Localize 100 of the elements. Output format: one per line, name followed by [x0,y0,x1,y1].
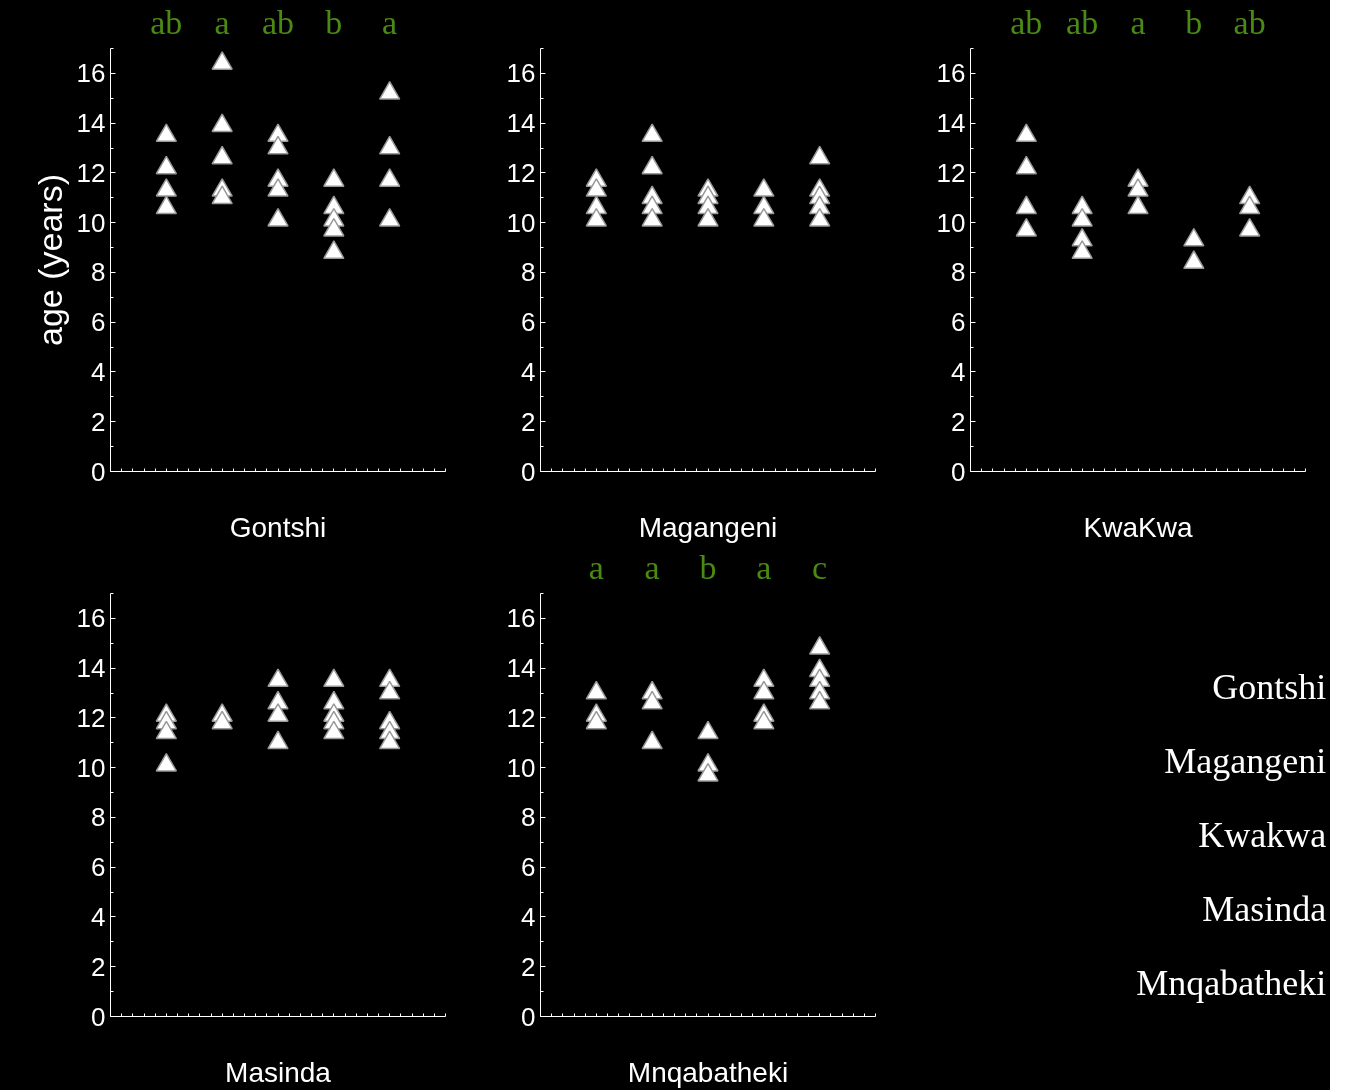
y-tick-label: 0 [521,1001,536,1032]
point [155,752,178,772]
text: a [756,548,772,586]
point [211,710,233,730]
y-tick-label: 10 [76,207,106,238]
point [155,720,178,740]
y-tick-label: 2 [91,406,106,437]
text: ab [261,3,295,41]
point [641,730,663,750]
text: b [325,3,343,41]
y-tick-label: 14 [506,108,536,139]
point [155,178,178,197]
y-tick-label: 8 [91,257,106,288]
text: ab [150,3,183,41]
point [808,145,831,165]
point [323,720,345,740]
x-axis-title: Gontshi [229,511,327,543]
y-tick-label: 14 [76,108,106,139]
y-tick-label: 10 [76,752,106,783]
y-tick-label: 8 [521,802,536,833]
point [641,123,663,143]
text: b [699,548,717,586]
point [641,207,663,227]
point [753,207,775,227]
y-tick-label: 14 [936,108,966,139]
y-tick-label: 12 [76,702,106,733]
y-tick-label: 12 [76,157,106,188]
text: Kwakwa [1198,814,1327,855]
point [155,155,178,175]
y-tick-label: 16 [76,58,106,89]
y-tick-label: 10 [936,207,966,238]
point [267,135,289,155]
y-tick-label: 2 [521,951,536,982]
point [267,703,289,722]
point [1015,217,1038,237]
y-tick-label: 2 [521,406,536,437]
text: ab [1233,3,1266,41]
y-tick-label: 4 [521,901,536,932]
y-tick-label: 6 [951,307,966,338]
text: Mnqabatheki [1136,962,1327,1003]
text: a [644,548,660,586]
point [1183,227,1205,247]
text: Masinda [1202,888,1327,929]
point [585,710,608,730]
point [267,178,289,197]
y-tick-label: 8 [951,257,966,288]
point [378,135,401,155]
point [1238,217,1261,237]
point [378,730,401,750]
y-tick-label: 0 [91,1001,106,1032]
point [211,185,233,205]
y-tick-label: 4 [91,901,106,932]
point [1238,195,1261,215]
point [211,145,233,165]
y-tick-label: 10 [506,752,536,783]
y-tick-label: 14 [76,653,106,684]
y-tick-label: 2 [91,951,106,982]
point [1127,195,1149,215]
y-tick-label: 4 [91,356,106,387]
point [1071,207,1093,227]
text: a [1130,3,1146,41]
y-tick-label: 8 [521,257,536,288]
y-tick-label: 6 [91,852,106,883]
point [641,690,663,710]
y-tick-label: 0 [951,456,966,487]
y-tick-label: 4 [951,356,966,387]
point [378,680,401,700]
point [753,178,775,197]
y-tick-label: 4 [521,356,536,387]
text: ab [1066,3,1099,41]
text: Magangeni [1164,740,1327,781]
y-tick-label: 14 [506,653,536,684]
y-tick-label: 0 [521,456,536,487]
point [323,240,345,260]
y-tick-label: 10 [506,207,536,238]
point [378,207,401,227]
text: ab [1010,3,1043,41]
point [323,168,345,187]
point [378,80,401,100]
point [155,123,178,143]
y-axis-title: age (years) [30,174,69,346]
point [378,168,401,187]
text: b [1185,3,1203,41]
y-tick-label: 0 [91,456,106,487]
x-axis-title: Mnqabatheki [627,1056,789,1088]
point [808,690,831,710]
point [753,710,775,730]
point [323,668,345,688]
y-tick-label: 8 [91,802,106,833]
point [585,207,608,227]
point [267,668,289,688]
y-tick-label: 6 [521,307,536,338]
point [753,680,775,700]
point [808,635,831,655]
text: a [382,3,398,41]
point [641,155,663,175]
point [323,217,345,237]
point [1015,123,1038,143]
text: a [588,548,604,586]
point [1071,240,1093,260]
